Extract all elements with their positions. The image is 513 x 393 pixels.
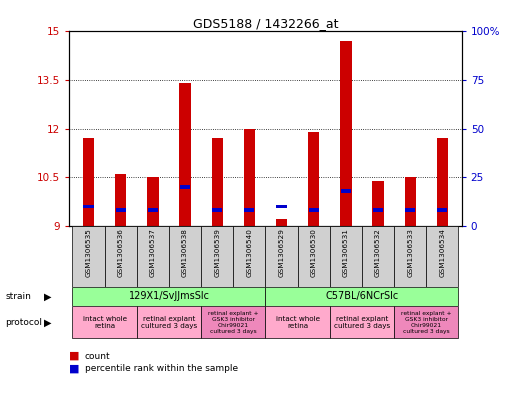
Text: protocol: protocol [5, 318, 42, 327]
Bar [148, 208, 158, 212]
Text: retinal explant
cultured 3 days: retinal explant cultured 3 days [334, 316, 390, 329]
Bar [201, 226, 233, 287]
Bar [438, 208, 447, 212]
Bar [244, 129, 255, 226]
Bar [201, 307, 266, 338]
Bar [340, 41, 351, 226]
Text: retinal explant +
GSK3 inhibitor
Chir99021
cultured 3 days: retinal explant + GSK3 inhibitor Chir990… [208, 311, 259, 334]
Text: retinal explant
cultured 3 days: retinal explant cultured 3 days [141, 316, 197, 329]
Bar [276, 219, 287, 226]
Text: count: count [85, 352, 110, 360]
Bar [437, 138, 448, 226]
Bar [115, 208, 126, 212]
Bar [308, 132, 320, 226]
Title: GDS5188 / 1432266_at: GDS5188 / 1432266_at [193, 17, 338, 30]
Bar [266, 307, 330, 338]
Bar [309, 208, 319, 212]
Bar [298, 226, 330, 287]
Text: GSM1306538: GSM1306538 [182, 228, 188, 277]
Bar [405, 208, 416, 212]
Bar [362, 226, 394, 287]
Bar [233, 226, 266, 287]
Bar [211, 138, 223, 226]
Bar [394, 307, 459, 338]
Text: percentile rank within the sample: percentile rank within the sample [85, 364, 238, 373]
Bar [72, 226, 105, 287]
Bar [169, 226, 201, 287]
Bar [180, 83, 191, 226]
Text: intact whole
retina: intact whole retina [83, 316, 127, 329]
Bar [72, 307, 137, 338]
Bar [137, 307, 201, 338]
Bar [266, 287, 459, 306]
Text: GSM1306540: GSM1306540 [246, 228, 252, 277]
Bar [405, 177, 416, 226]
Text: ■: ■ [69, 351, 80, 361]
Bar [373, 208, 383, 212]
Text: GSM1306537: GSM1306537 [150, 228, 156, 277]
Bar [147, 177, 159, 226]
Text: 129X1/SvJJmsSlc: 129X1/SvJJmsSlc [128, 291, 209, 301]
Text: GSM1306535: GSM1306535 [86, 228, 91, 277]
Text: GSM1306539: GSM1306539 [214, 228, 220, 277]
Bar [244, 208, 254, 212]
Text: GSM1306532: GSM1306532 [375, 228, 381, 277]
Text: GSM1306533: GSM1306533 [407, 228, 413, 277]
Bar [83, 138, 94, 226]
Bar [330, 307, 394, 338]
Bar [372, 181, 384, 226]
Text: GSM1306536: GSM1306536 [117, 228, 124, 277]
Bar [212, 208, 222, 212]
Bar [84, 205, 93, 208]
Bar [277, 205, 287, 208]
Bar [266, 226, 298, 287]
Bar [105, 226, 137, 287]
Text: strain: strain [5, 292, 31, 301]
Bar [137, 226, 169, 287]
Text: C57BL/6NCrSlc: C57BL/6NCrSlc [325, 291, 399, 301]
Bar [341, 189, 351, 193]
Text: retinal explant +
GSK3 inhibitor
Chir99021
cultured 3 days: retinal explant + GSK3 inhibitor Chir990… [401, 311, 451, 334]
Text: GSM1306534: GSM1306534 [440, 228, 445, 277]
Bar [330, 226, 362, 287]
Bar [72, 287, 266, 306]
Bar [394, 226, 426, 287]
Text: ■: ■ [69, 364, 80, 374]
Text: intact whole
retina: intact whole retina [275, 316, 320, 329]
Text: ▶: ▶ [44, 291, 51, 301]
Text: GSM1306530: GSM1306530 [311, 228, 317, 277]
Text: GSM1306529: GSM1306529 [279, 228, 285, 277]
Text: ▶: ▶ [44, 318, 51, 327]
Text: GSM1306531: GSM1306531 [343, 228, 349, 277]
Bar [115, 174, 126, 226]
Bar [180, 185, 190, 189]
Bar [426, 226, 459, 287]
